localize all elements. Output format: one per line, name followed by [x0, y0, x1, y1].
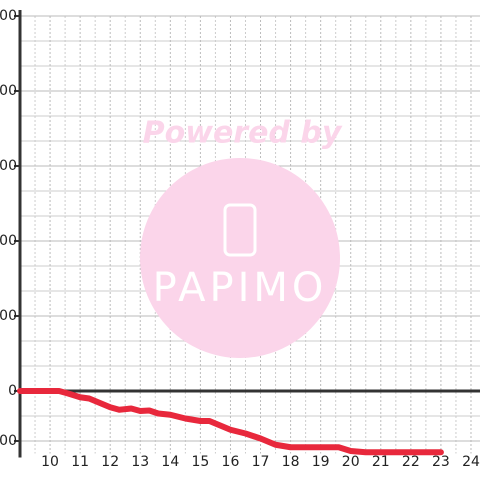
x-tick-label: 11	[71, 454, 89, 470]
y-tick-label: -20,000	[0, 433, 17, 449]
x-tick-label: 24	[462, 454, 480, 470]
x-tick-label: 18	[282, 454, 300, 470]
watermark: Powered by PAPIMO	[140, 116, 343, 358]
x-tick-label: 22	[402, 454, 420, 470]
x-tick-label: 15	[191, 454, 209, 470]
x-tick-label: 19	[312, 454, 330, 470]
x-tick-label: 13	[131, 454, 149, 470]
x-tick-label: 17	[252, 454, 270, 470]
watermark-icon	[223, 203, 257, 257]
watermark-circle	[140, 158, 340, 358]
y-tick-label: 120,000	[0, 83, 17, 99]
x-tick-label: 10	[41, 454, 59, 470]
x-tick-label: 14	[161, 454, 179, 470]
x-tick-label: 12	[101, 454, 119, 470]
y-tick-label: 150,000	[0, 8, 17, 24]
watermark-text: Powered by	[143, 116, 343, 151]
x-tick-label: 20	[342, 454, 360, 470]
x-tick-label: 23	[432, 454, 450, 470]
x-tick-label: 16	[222, 454, 240, 470]
y-tick-label: 90,000	[0, 158, 17, 174]
y-tick-label: 30,000	[0, 308, 17, 324]
watermark-logo: PAPIMO	[153, 265, 328, 311]
y-tick-label: 0	[8, 383, 17, 399]
line-series	[17, 388, 444, 456]
x-tick-label: 21	[372, 454, 390, 470]
y-tick-label: 60,000	[0, 233, 17, 249]
